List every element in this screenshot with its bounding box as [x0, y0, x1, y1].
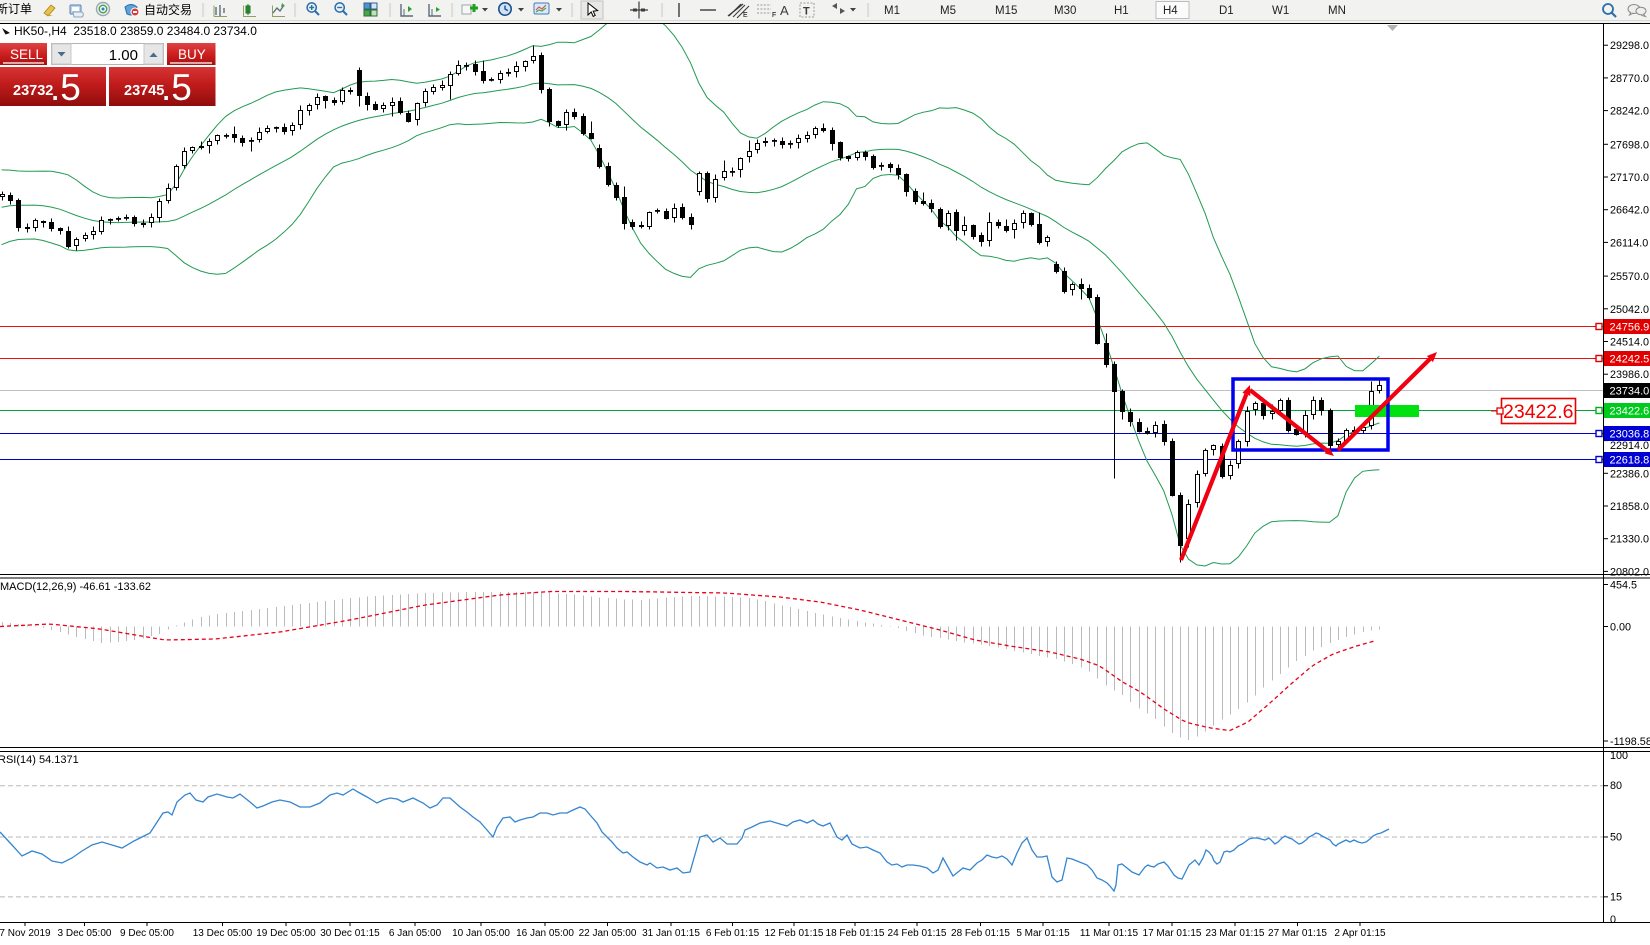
svg-text:19 Dec 05:00: 19 Dec 05:00	[256, 928, 316, 939]
svg-text:6 Jan 05:00: 6 Jan 05:00	[389, 928, 442, 939]
svg-text:F: F	[772, 12, 776, 19]
svg-text:MN: MN	[1328, 5, 1346, 17]
svg-text:80: 80	[1610, 780, 1622, 792]
svg-text:M5: M5	[940, 5, 956, 17]
svg-text:29298.0: 29298.0	[1610, 40, 1649, 52]
svg-text:5 Mar 01:15: 5 Mar 01:15	[1016, 928, 1070, 939]
svg-text:SELL: SELL	[10, 47, 44, 62]
svg-text:21858.0: 21858.0	[1610, 501, 1649, 513]
svg-text:9 Dec 05:00: 9 Dec 05:00	[120, 928, 174, 939]
svg-text:12 Feb 01:15: 12 Feb 01:15	[765, 928, 824, 939]
svg-text:3 Dec 05:00: 3 Dec 05:00	[58, 928, 112, 939]
svg-text:25570.0: 25570.0	[1610, 271, 1649, 283]
svg-text:23986.0: 23986.0	[1610, 369, 1649, 381]
svg-text:13 Dec 05:00: 13 Dec 05:00	[193, 928, 253, 939]
svg-text:17 Mar 01:15: 17 Mar 01:15	[1143, 928, 1202, 939]
svg-text:22386.0: 22386.0	[1610, 468, 1649, 480]
svg-text:-1198.58: -1198.58	[1610, 736, 1650, 748]
svg-text:HK50-,H4 23518.0 23859.0 2348: HK50-,H4 23518.0 23859.0 23484.0 23734.0	[14, 24, 257, 38]
svg-text:RSI(14) 54.1371: RSI(14) 54.1371	[0, 754, 79, 766]
svg-text:24756.9: 24756.9	[1610, 322, 1650, 334]
svg-text:22914.0: 22914.0	[1610, 440, 1649, 452]
svg-text:50: 50	[1610, 832, 1622, 844]
svg-text:27 Mar 01:15: 27 Mar 01:15	[1268, 928, 1327, 939]
svg-text:10 Jan 05:00: 10 Jan 05:00	[452, 928, 510, 939]
svg-text:23036.8: 23036.8	[1610, 429, 1650, 441]
svg-text:23422.6: 23422.6	[1610, 406, 1650, 418]
svg-text:23745: 23745	[124, 83, 164, 99]
svg-text:23 Mar 01:15: 23 Mar 01:15	[1206, 928, 1265, 939]
svg-text:D1: D1	[1219, 5, 1234, 17]
svg-text:22618.8: 22618.8	[1610, 455, 1650, 467]
svg-text:24242.5: 24242.5	[1610, 354, 1650, 366]
svg-text:28770.0: 28770.0	[1610, 73, 1649, 85]
svg-text:24514.0: 24514.0	[1610, 337, 1649, 349]
svg-text:2 Apr 01:15: 2 Apr 01:15	[1334, 928, 1386, 939]
svg-text:25042.0: 25042.0	[1610, 304, 1649, 316]
svg-text:26642.0: 26642.0	[1610, 205, 1649, 217]
svg-text:26114.0: 26114.0	[1610, 237, 1648, 249]
svg-text:27170.0: 27170.0	[1610, 172, 1649, 184]
svg-text:18 Feb 01:15: 18 Feb 01:15	[826, 928, 885, 939]
svg-text:454.5: 454.5	[1610, 580, 1637, 592]
svg-text:20802.0: 20802.0	[1610, 566, 1649, 578]
svg-text:31 Jan 01:15: 31 Jan 01:15	[642, 928, 700, 939]
svg-text:M15: M15	[995, 5, 1017, 17]
svg-text:23732: 23732	[13, 83, 53, 99]
svg-text:E: E	[743, 12, 748, 19]
svg-text:24 Feb 01:15: 24 Feb 01:15	[888, 928, 947, 939]
svg-text:0.00: 0.00	[1610, 622, 1631, 634]
svg-text:H4: H4	[1163, 5, 1178, 17]
svg-text:27698.0: 27698.0	[1610, 139, 1649, 151]
svg-text:23734.0: 23734.0	[1610, 386, 1650, 398]
svg-text:.5: .5	[50, 67, 81, 108]
svg-text:100: 100	[1610, 750, 1628, 762]
svg-text:W1: W1	[1272, 5, 1289, 17]
svg-text:23422.6: 23422.6	[1503, 401, 1574, 423]
svg-text:21330.0: 21330.0	[1610, 534, 1649, 546]
svg-text:11 Mar 01:15: 11 Mar 01:15	[1080, 928, 1139, 939]
svg-text:15: 15	[1610, 891, 1622, 903]
svg-text:新订单: 新订单	[0, 1, 32, 16]
svg-text:30 Dec 01:15: 30 Dec 01:15	[320, 928, 380, 939]
svg-text:T: T	[803, 6, 810, 18]
svg-text:1.00: 1.00	[109, 47, 138, 64]
svg-text:16 Jan 05:00: 16 Jan 05:00	[516, 928, 574, 939]
svg-text:MACD(12,26,9) -46.61 -133.62: MACD(12,26,9) -46.61 -133.62	[0, 581, 151, 593]
svg-text:H1: H1	[1114, 5, 1129, 17]
svg-text:7 Nov 2019: 7 Nov 2019	[0, 928, 51, 939]
svg-text:28 Feb 01:15: 28 Feb 01:15	[951, 928, 1010, 939]
svg-text:28242.0: 28242.0	[1610, 106, 1649, 118]
svg-text:22 Jan 05:00: 22 Jan 05:00	[579, 928, 637, 939]
svg-text:0: 0	[1610, 914, 1616, 926]
svg-text:自动交易: 自动交易	[144, 2, 192, 17]
svg-text:BUY: BUY	[178, 47, 206, 62]
svg-text:M1: M1	[884, 5, 900, 17]
svg-text:6 Feb 01:15: 6 Feb 01:15	[706, 928, 760, 939]
svg-text:A: A	[780, 3, 789, 18]
svg-text:M30: M30	[1054, 5, 1076, 17]
svg-text:.5: .5	[161, 67, 192, 108]
